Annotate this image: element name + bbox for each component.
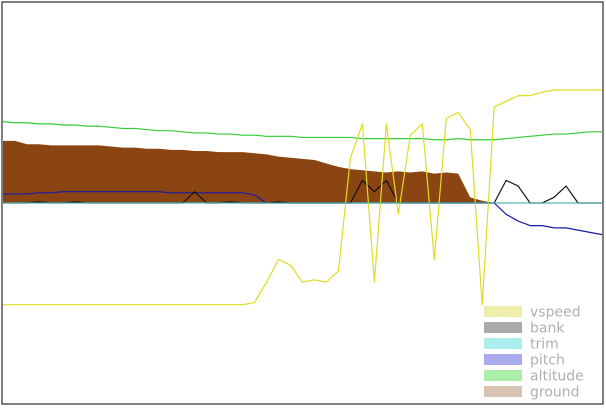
legend-label-bank: bank [530, 321, 565, 337]
series-layer [2, 89, 603, 306]
legend-label-ground: ground [530, 385, 580, 401]
series-line-altitude [2, 121, 602, 141]
legend-label-vspeed: vspeed [530, 305, 581, 321]
legend-label-altitude: altitude [530, 369, 584, 385]
legend-swatch-vspeed [484, 306, 522, 317]
legend-label-pitch: pitch [530, 353, 565, 369]
legend-swatch-bank [484, 322, 522, 333]
series-area-ground [3, 140, 602, 203]
legend-swatch-trim [484, 338, 522, 349]
legend-swatch-pitch [484, 354, 522, 365]
series-line-vspeed [3, 89, 602, 306]
legend-label-trim: trim [530, 337, 559, 353]
legend-swatch-altitude [484, 370, 522, 381]
legend-swatch-ground [484, 386, 522, 397]
